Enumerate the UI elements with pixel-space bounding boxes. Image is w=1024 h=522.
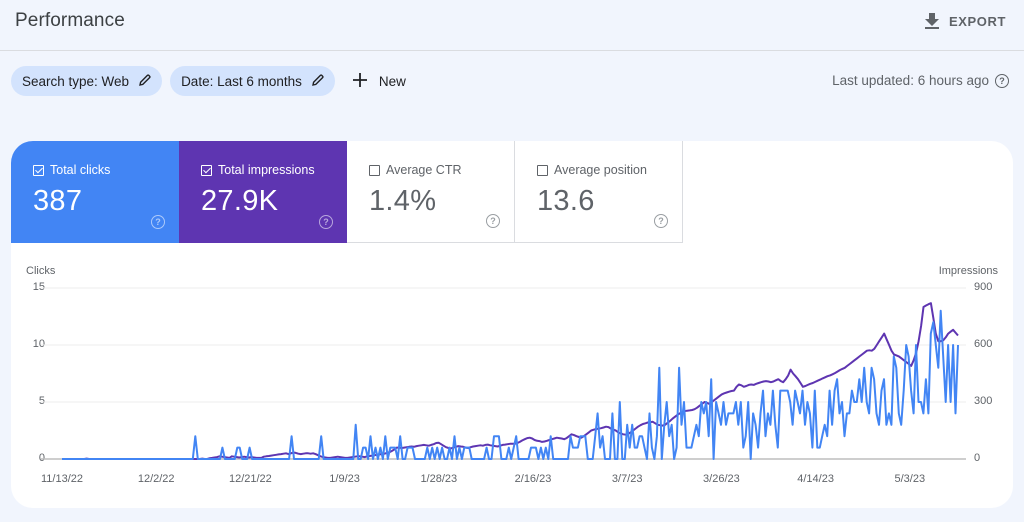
x-axis-tick: 4/14/23 [797,473,834,485]
edit-pencil-icon [139,73,151,89]
metric-value: 27.9K [201,185,279,217]
left-axis-tick: 15 [32,281,45,293]
export-label: EXPORT [948,13,1006,29]
metric-total-impressions[interactable]: Total impressions 27.9K ? [179,141,347,243]
performance-chart[interactable] [11,141,1013,508]
page-title: Performance [15,10,125,31]
x-axis-tick: 12/21/22 [228,473,272,485]
metric-label: Average CTR [386,163,462,177]
right-axis-tick: 0 [974,452,981,464]
plus-icon [352,72,367,90]
checkbox-icon[interactable] [369,164,380,176]
metric-label: Total impressions [218,163,315,177]
x-axis-tick: 3/7/23 [611,473,643,485]
last-updated-text: Last updated: 6 hours ago [832,73,989,88]
right-axis-tick: 900 [974,281,993,293]
x-axis-tick: 2/16/23 [514,473,552,485]
checkbox-icon[interactable] [201,164,212,176]
help-icon[interactable]: ? [151,215,165,229]
metric-value: 13.6 [537,185,595,217]
x-axis-tick: 1/9/23 [329,473,360,485]
right-axis-title: Impressions [938,265,998,277]
metric-cards: Total clicks 387 ? Total impressions 27.… [11,141,683,243]
right-axis-tick: 300 [974,395,993,407]
metric-value: 387 [33,185,83,217]
date-filter-chip[interactable]: Date: Last 6 months [170,66,335,96]
chip-label: Search type: Web [22,73,130,89]
left-axis-title: Clicks [26,265,56,277]
help-icon[interactable]: ? [486,214,500,228]
performance-card: Total clicks 387 ? Total impressions 27.… [11,141,1013,508]
new-label: New [378,73,406,89]
chip-label: Date: Last 6 months [181,73,302,89]
last-updated: Last updated: 6 hours ago ? [832,73,1009,88]
clicks-line [62,309,959,460]
metric-value: 1.4% [369,185,437,217]
checkbox-icon[interactable] [33,164,44,176]
metric-average-position[interactable]: Average position 13.6 ? [515,141,683,243]
export-button[interactable]: EXPORT [924,10,1006,32]
x-axis-tick: 3/26/23 [703,473,740,485]
edit-pencil-icon [311,73,324,89]
page-header: Performance EXPORT [0,0,1024,51]
left-axis-tick: 5 [38,395,45,407]
search-type-filter-chip[interactable]: Search type: Web [11,66,163,96]
x-axis-tick: 5/3/23 [894,473,926,485]
impressions-line [62,302,959,460]
left-axis-tick: 10 [32,338,45,350]
download-icon [924,13,939,29]
help-icon[interactable]: ? [654,214,668,228]
metric-label: Average position [554,163,647,177]
metric-total-clicks[interactable]: Total clicks 387 ? [11,141,179,243]
metric-label: Total clicks [50,163,111,177]
x-axis-tick: 1/28/23 [420,473,458,485]
new-filter-button[interactable]: New [352,72,406,90]
left-axis-tick: 0 [38,452,45,464]
right-axis-tick: 600 [974,338,993,350]
x-axis-tick: 12/2/22 [137,473,175,485]
help-icon[interactable]: ? [319,215,333,229]
x-axis-tick: 11/13/22 [40,473,83,485]
help-icon[interactable]: ? [995,73,1009,88]
filter-bar: Search type: Web Date: Last 6 months New [11,66,406,96]
metric-average-ctr[interactable]: Average CTR 1.4% ? [347,141,515,243]
checkbox-icon[interactable] [537,164,548,176]
